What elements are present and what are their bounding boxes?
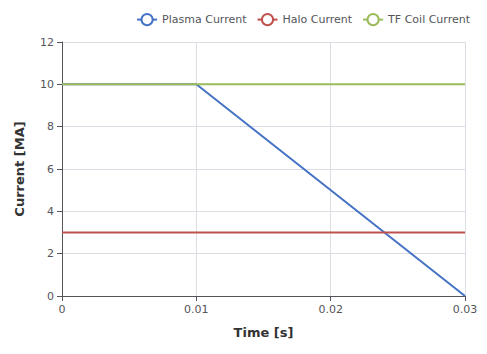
svg-text:12: 12 <box>40 36 54 49</box>
svg-text:10: 10 <box>40 78 54 91</box>
svg-text:0.02: 0.02 <box>318 303 343 316</box>
svg-text:0: 0 <box>47 290 54 303</box>
svg-text:4: 4 <box>47 205 54 218</box>
svg-text:Plasma Current: Plasma Current <box>162 13 247 26</box>
svg-text:Current [MA]: Current [MA] <box>12 121 27 216</box>
svg-text:Time [s]: Time [s] <box>234 325 294 340</box>
svg-text:0.01: 0.01 <box>184 303 209 316</box>
svg-text:2: 2 <box>47 247 54 260</box>
svg-text:0.03: 0.03 <box>453 303 478 316</box>
svg-text:TF Coil Current: TF Coil Current <box>387 13 471 26</box>
svg-text:6: 6 <box>47 163 54 176</box>
svg-text:0: 0 <box>59 303 66 316</box>
svg-text:8: 8 <box>47 120 54 133</box>
svg-text:Halo Current: Halo Current <box>283 13 353 26</box>
